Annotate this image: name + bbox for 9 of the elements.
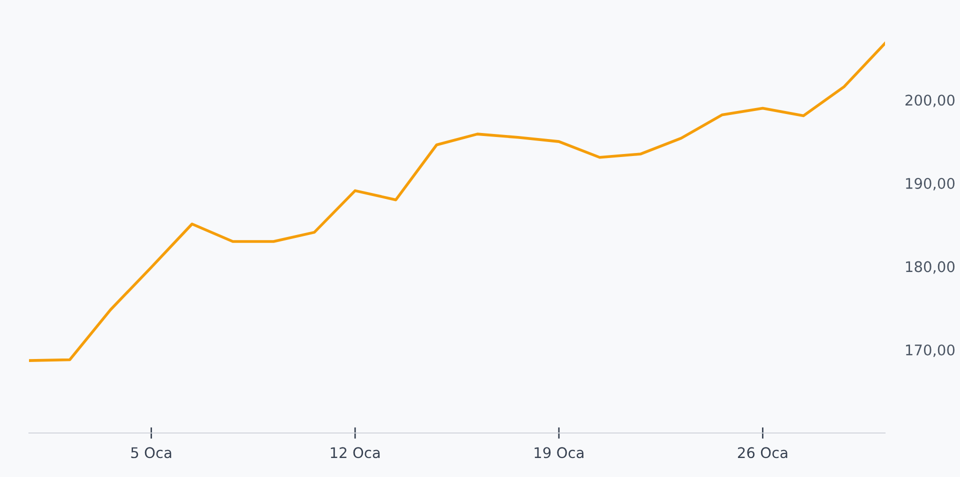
line-series	[29, 42, 885, 362]
x-tick-label: 26 Oca	[738, 447, 788, 458]
y-tick-label: 190,00	[906, 178, 955, 190]
x-tick-label: 12 Oca	[330, 447, 380, 458]
y-tick-label: 170,00	[906, 344, 955, 357]
y-tick-label: 180,00	[906, 261, 955, 274]
x-tick-label: 5 Oca	[131, 447, 172, 458]
y-tick-label: 200,00	[906, 94, 955, 108]
x-tick-label: 19 Oca	[534, 447, 584, 458]
